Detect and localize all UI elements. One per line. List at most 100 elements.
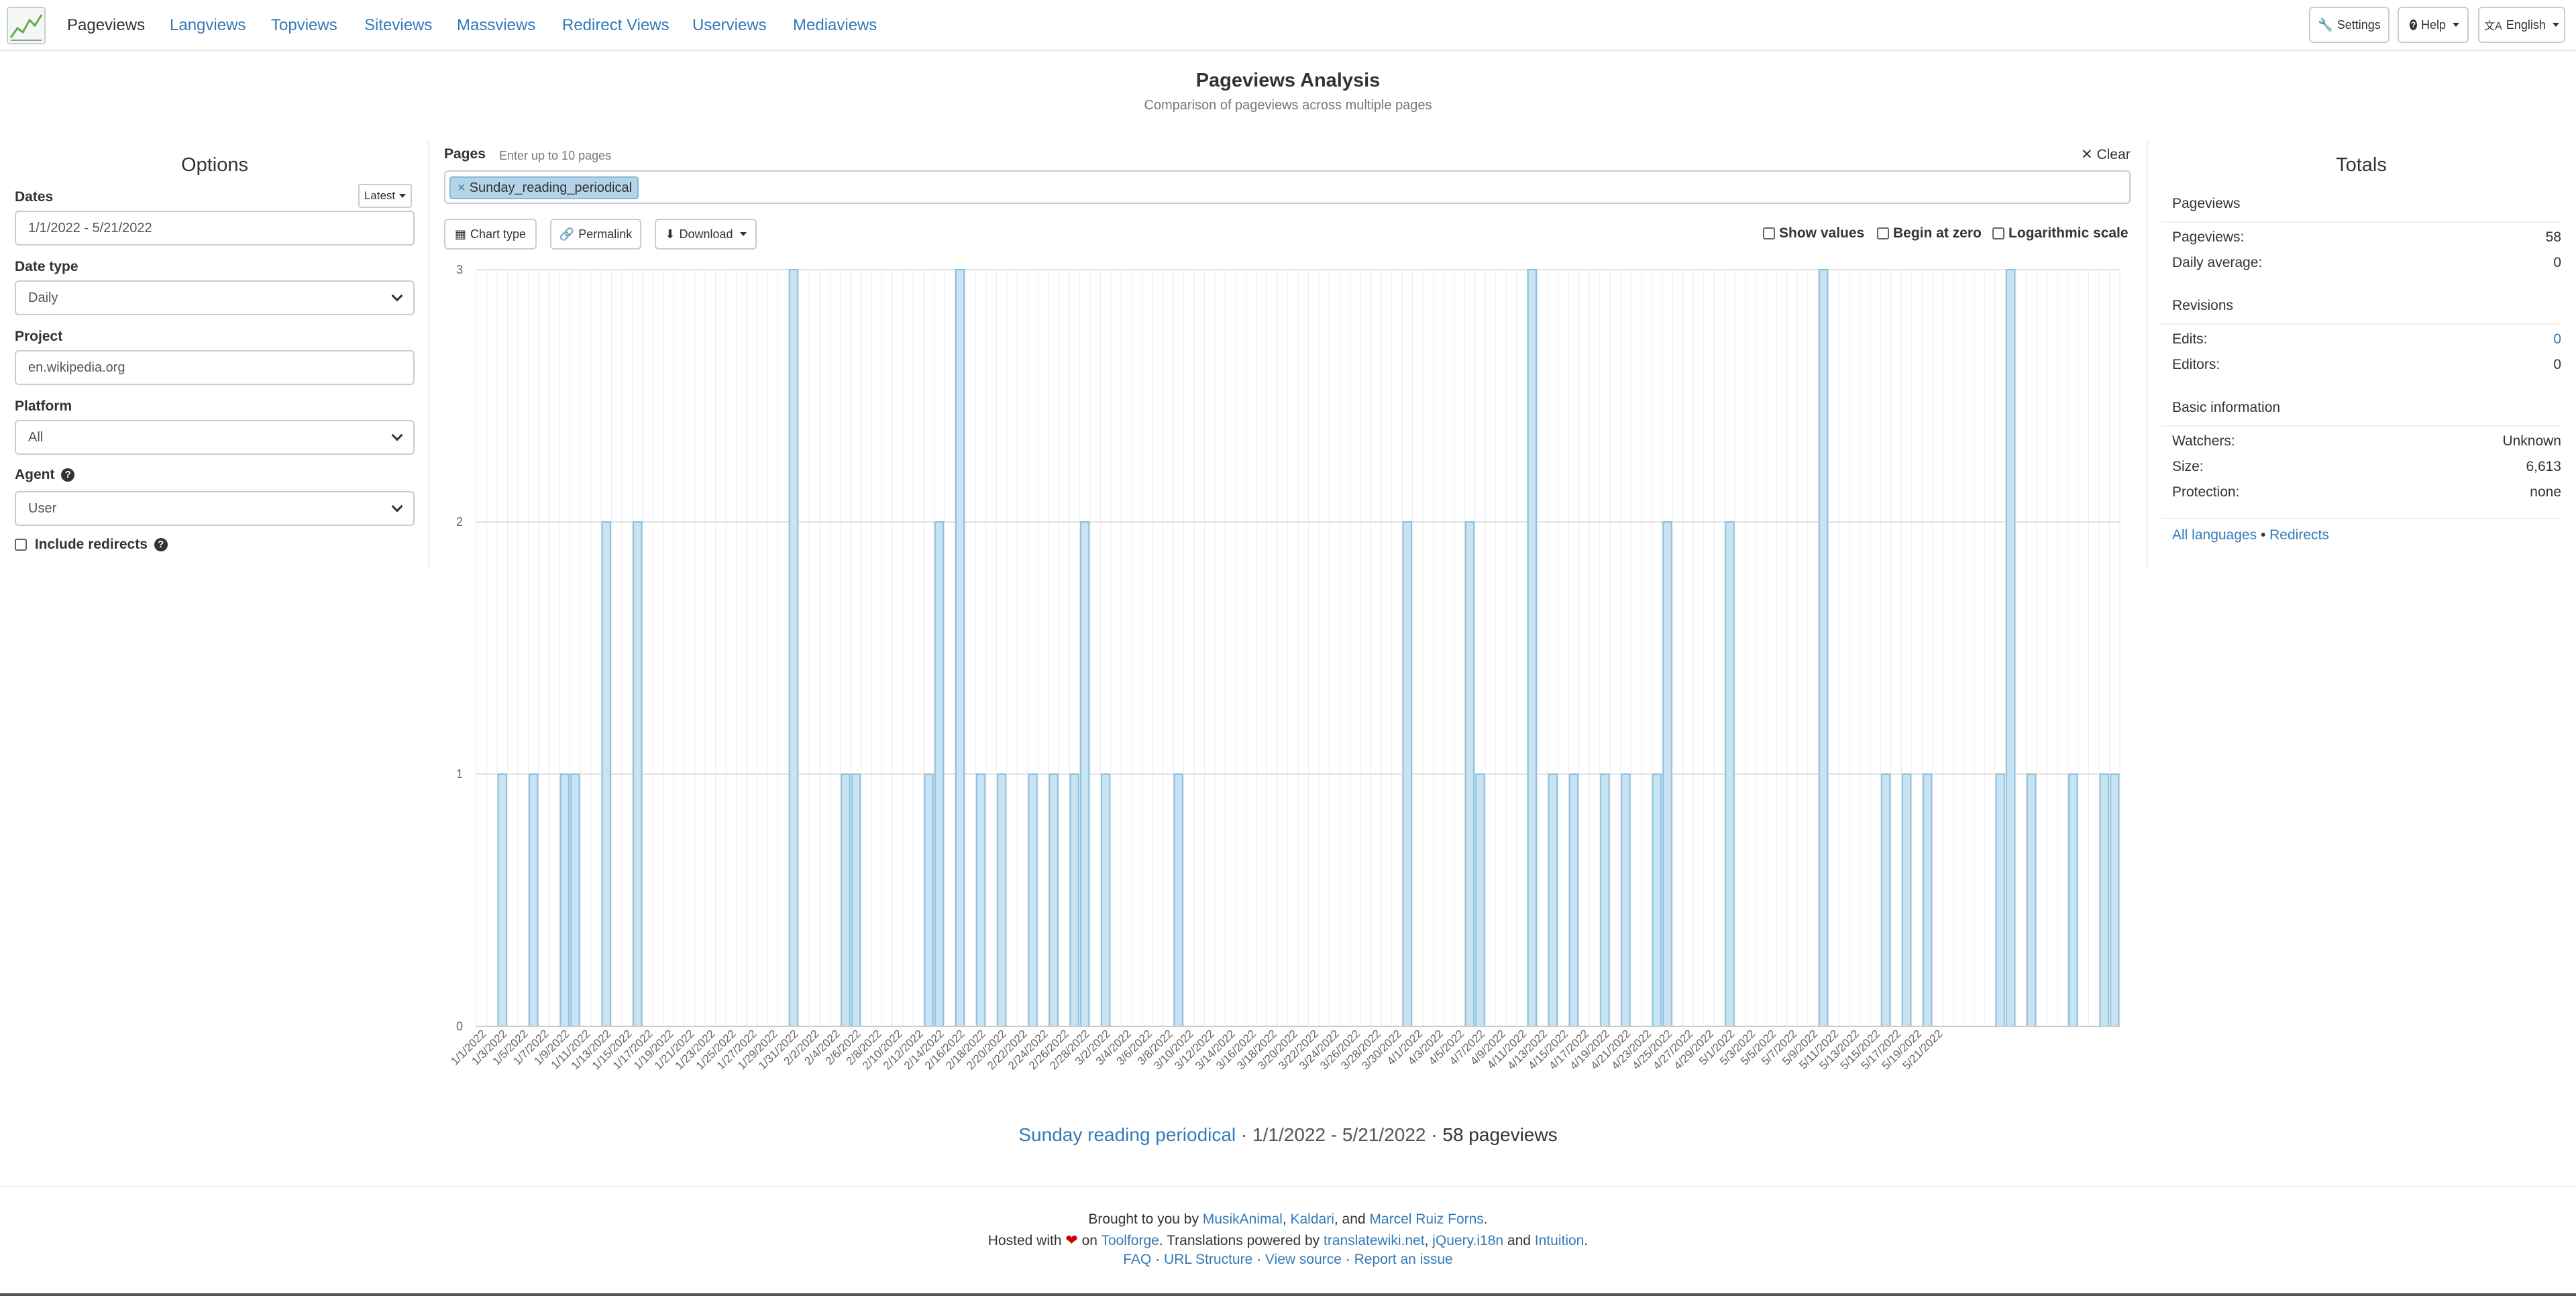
- url-structure-link[interactable]: URL Structure: [1163, 1252, 1253, 1267]
- redirects-link[interactable]: Redirects: [2269, 527, 2329, 543]
- jquery-i18n-link[interactable]: jQuery.i18n: [1432, 1233, 1504, 1248]
- pageviews-logo-icon[interactable]: [7, 7, 46, 44]
- page-chip[interactable]: × Sunday_reading_periodical: [449, 176, 639, 199]
- chart-bar[interactable]: [1527, 269, 1538, 1027]
- chart-bar[interactable]: [1568, 773, 1579, 1027]
- chart-type-label: Chart type: [470, 227, 527, 241]
- nav-siteviews[interactable]: Siteviews: [364, 16, 433, 34]
- chart-bar[interactable]: [1621, 773, 1631, 1027]
- date-type-select[interactable]: Daily: [15, 280, 415, 315]
- chart-bar[interactable]: [1901, 773, 1912, 1027]
- chart-bar[interactable]: [497, 773, 507, 1027]
- pages-input[interactable]: × Sunday_reading_periodical: [444, 170, 2131, 204]
- chart-bar[interactable]: [570, 773, 580, 1027]
- chart-bar[interactable]: [2110, 773, 2120, 1027]
- chart-bar[interactable]: [1662, 521, 1672, 1027]
- download-button[interactable]: ⬇ Download: [655, 219, 757, 250]
- nav-topviews[interactable]: Topviews: [271, 16, 337, 34]
- faq-link[interactable]: FAQ: [1123, 1252, 1152, 1267]
- edits-value-link[interactable]: 0: [2553, 331, 2561, 347]
- chart-bar[interactable]: [1922, 773, 1933, 1027]
- chart-bar[interactable]: [851, 773, 861, 1027]
- agent-label-row: Agent ?: [15, 467, 75, 483]
- chart-bar[interactable]: [788, 269, 799, 1027]
- chart-type-button[interactable]: ▦ Chart type: [444, 219, 537, 250]
- chart-bar[interactable]: [1028, 773, 1038, 1027]
- settings-button[interactable]: 🔧 Settings: [2309, 7, 2390, 43]
- toolforge-link[interactable]: Toolforge: [1101, 1233, 1159, 1248]
- pages-hint: Enter up to 10 pages: [499, 149, 612, 162]
- intuition-link[interactable]: Intuition: [1534, 1233, 1585, 1248]
- view-source-link[interactable]: View source: [1265, 1252, 1342, 1267]
- chart-bar[interactable]: [1818, 269, 1829, 1027]
- options-title: Options: [181, 154, 248, 176]
- include-redirects-checkbox[interactable]: [15, 539, 27, 551]
- show-values-checkbox[interactable]: [1763, 227, 1775, 239]
- pageviews-bar-chart[interactable]: 01231/1/20221/3/20221/5/20221/7/20221/9/…: [443, 255, 2147, 1087]
- chart-bar[interactable]: [2026, 773, 2037, 1027]
- nav-langviews[interactable]: Langviews: [170, 16, 246, 34]
- report-issue-link[interactable]: Report an issue: [1354, 1252, 1453, 1267]
- chart-bar[interactable]: [955, 269, 965, 1027]
- log-scale-option[interactable]: Logarithmic scale: [1992, 225, 2129, 241]
- chart-bar[interactable]: [601, 521, 612, 1027]
- author-link-musikanimal[interactable]: MusikAnimal: [1202, 1211, 1283, 1227]
- chart-bar[interactable]: [1652, 773, 1662, 1027]
- chart-bar[interactable]: [2099, 773, 2109, 1027]
- project-input[interactable]: en.wikipedia.org: [15, 350, 415, 385]
- dates-input[interactable]: 1/1/2022 - 5/21/2022: [15, 211, 415, 246]
- help-button[interactable]: ? Help: [2398, 7, 2469, 43]
- chevron-down-icon: [391, 500, 403, 512]
- latest-button[interactable]: Latest: [358, 184, 412, 208]
- translatewiki-link[interactable]: translatewiki.net: [1323, 1233, 1425, 1248]
- chart-bar[interactable]: [841, 773, 851, 1027]
- author-link-marcel[interactable]: Marcel Ruiz Forns: [1369, 1211, 1484, 1227]
- watchers-value: Unknown: [2502, 433, 2561, 449]
- begin-at-zero-checkbox[interactable]: [1877, 227, 1889, 239]
- nav-pageviews[interactable]: Pageviews: [67, 16, 146, 34]
- question-circle-icon[interactable]: ?: [154, 538, 168, 552]
- chart-bar[interactable]: [1402, 521, 1413, 1027]
- clear-button[interactable]: ✕ Clear: [2081, 146, 2131, 163]
- protection-value: none: [2530, 484, 2561, 500]
- author-link-kaldari[interactable]: Kaldari: [1290, 1211, 1334, 1227]
- chart-bar[interactable]: [559, 773, 570, 1027]
- chart-bar[interactable]: [1069, 773, 1079, 1027]
- chart-bar[interactable]: [2068, 773, 2078, 1027]
- show-values-option[interactable]: Show values: [1763, 225, 1864, 241]
- language-button[interactable]: 文A English: [2478, 7, 2565, 43]
- chart-summary: Sunday reading periodical · 1/1/2022 - 5…: [0, 1124, 2576, 1146]
- nav-massviews[interactable]: Massviews: [457, 16, 536, 34]
- summary-page-link[interactable]: Sunday reading periodical: [1018, 1124, 1236, 1145]
- nav-mediaviews[interactable]: Mediaviews: [793, 16, 877, 34]
- chart-bar[interactable]: [633, 521, 643, 1027]
- question-circle-icon[interactable]: ?: [61, 468, 75, 482]
- platform-select[interactable]: All: [15, 420, 415, 455]
- help-icon: ?: [2410, 19, 2417, 30]
- chart-bar[interactable]: [1548, 773, 1558, 1027]
- chart-bar[interactable]: [975, 773, 986, 1027]
- agent-select[interactable]: User: [15, 491, 415, 526]
- nav-userviews[interactable]: Userviews: [692, 16, 767, 34]
- chart-bar[interactable]: [529, 773, 539, 1027]
- chart-bar[interactable]: [1880, 773, 1891, 1027]
- permalink-button[interactable]: 🔗 Permalink: [550, 219, 641, 250]
- nav-redirect-views[interactable]: Redirect Views: [562, 16, 669, 34]
- chart-bar[interactable]: [1100, 773, 1111, 1027]
- chart-bar[interactable]: [996, 773, 1007, 1027]
- log-scale-checkbox[interactable]: [1992, 227, 2004, 239]
- chart-bar[interactable]: [1725, 521, 1735, 1027]
- chart-bar[interactable]: [934, 521, 945, 1027]
- remove-chip-icon[interactable]: ×: [458, 180, 466, 195]
- chart-bar[interactable]: [924, 773, 934, 1027]
- chart-bar[interactable]: [1049, 773, 1059, 1027]
- chart-bar[interactable]: [1475, 773, 1485, 1027]
- chart-bar[interactable]: [1079, 521, 1090, 1027]
- chart-bar[interactable]: [1464, 521, 1475, 1027]
- chart-bar[interactable]: [1995, 773, 2005, 1027]
- begin-at-zero-option[interactable]: Begin at zero: [1877, 225, 1982, 241]
- chart-bar[interactable]: [2005, 269, 2016, 1027]
- chart-bar[interactable]: [1600, 773, 1610, 1027]
- all-languages-link[interactable]: All languages: [2172, 527, 2257, 543]
- chart-bar[interactable]: [1173, 773, 1183, 1027]
